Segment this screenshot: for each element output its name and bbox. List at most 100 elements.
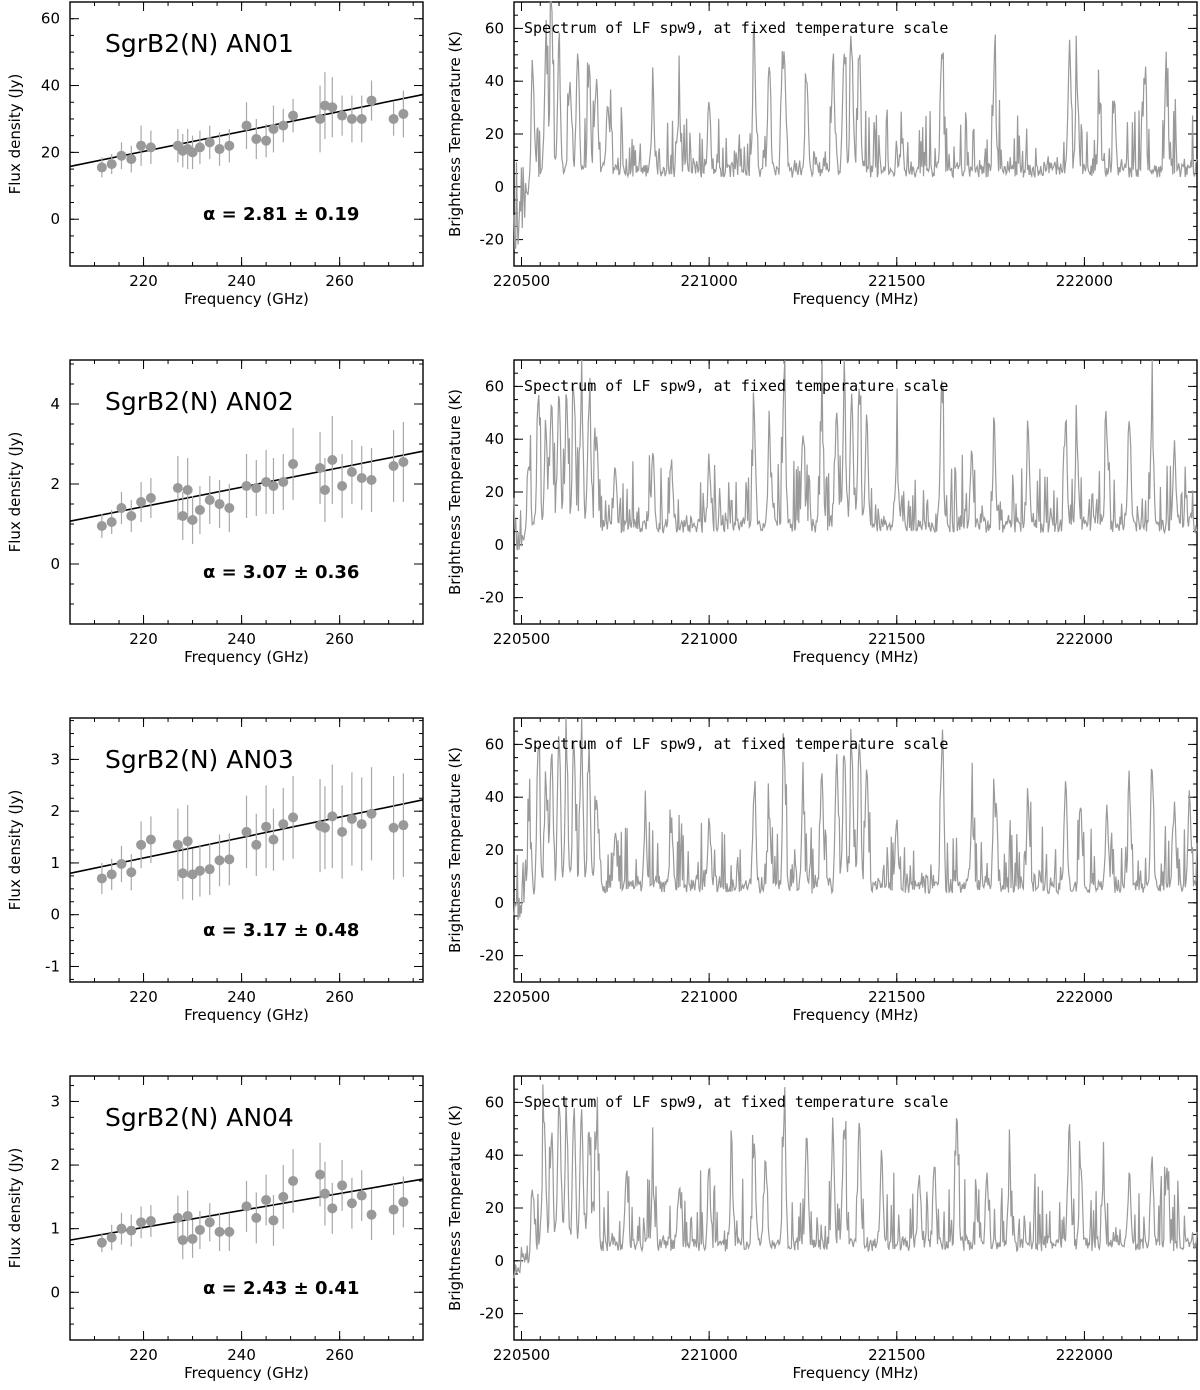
x-axis-label: Frequency (GHz) bbox=[184, 648, 309, 666]
data-point bbox=[356, 819, 367, 830]
data-point bbox=[182, 485, 193, 495]
x-tick-label: 221000 bbox=[681, 272, 738, 290]
sed-panel: 220 240 260 0 1 2 3 Frequency (GHz) Flux density… bbox=[6, 1075, 424, 1382]
y-tick-label: 40 bbox=[41, 77, 60, 95]
data-point bbox=[177, 511, 188, 521]
source-title: SgrB2(N) AN04 bbox=[105, 1103, 294, 1132]
data-point bbox=[278, 477, 289, 487]
data-point bbox=[346, 1198, 357, 1209]
source-title: SgrB2(N) AN01 bbox=[105, 29, 294, 58]
data-point bbox=[366, 95, 377, 106]
spectrum-title: Spectrum of LF spw9, at fixed temperatur… bbox=[524, 377, 948, 395]
data-point bbox=[187, 1233, 198, 1244]
data-point bbox=[214, 855, 225, 866]
y-axis-label: Brightness Temperature (K) bbox=[446, 389, 464, 595]
y-tick-label: 3 bbox=[50, 750, 60, 768]
y-axis-label: Brightness Temperature (K) bbox=[446, 31, 464, 237]
x-tick-label: 220500 bbox=[493, 630, 550, 648]
x-tick-label: 220 bbox=[129, 988, 158, 1006]
x-tick-label: 221500 bbox=[868, 272, 925, 290]
data-point bbox=[116, 858, 127, 869]
data-point bbox=[346, 467, 357, 477]
x-tick-label: 240 bbox=[227, 1346, 256, 1364]
data-point bbox=[337, 481, 348, 491]
data-point bbox=[214, 144, 225, 155]
data-point bbox=[214, 1226, 225, 1237]
y-tick-label: 0 bbox=[50, 1283, 60, 1301]
source-title: SgrB2(N) AN03 bbox=[105, 745, 294, 774]
y-tick-label: 0 bbox=[494, 536, 504, 554]
y-tick-label: 0 bbox=[494, 894, 504, 912]
data-point bbox=[366, 1209, 377, 1220]
data-point bbox=[241, 1201, 252, 1212]
data-point bbox=[356, 113, 367, 124]
y-tick-label: 20 bbox=[485, 841, 504, 859]
spectrum-title: Spectrum of LF spw9, at fixed temperatur… bbox=[524, 735, 948, 753]
spectrum-panel: 220500 221000 221500 222000 -20 0 20 40 60 Freque… bbox=[446, 1075, 1198, 1382]
data-point bbox=[388, 822, 399, 833]
y-tick-label: 2 bbox=[50, 475, 60, 493]
y-tick-label: 20 bbox=[485, 483, 504, 501]
data-point bbox=[172, 1212, 183, 1223]
data-point bbox=[187, 515, 198, 525]
y-axis-label: Flux density (Jy) bbox=[6, 432, 24, 553]
data-point bbox=[194, 505, 205, 515]
data-point bbox=[268, 1215, 279, 1226]
data-point bbox=[398, 457, 409, 467]
data-point bbox=[315, 463, 326, 473]
y-tick-label: -20 bbox=[480, 947, 505, 965]
spectrum-panel: 220500 221000 221500 222000 -20 0 20 40 60 Freque… bbox=[446, 717, 1198, 1024]
data-point bbox=[224, 140, 235, 151]
data-point bbox=[288, 110, 299, 121]
data-point bbox=[182, 1210, 193, 1221]
data-point bbox=[251, 483, 262, 493]
x-tick-label: 221000 bbox=[681, 630, 738, 648]
plot-frame bbox=[513, 1, 1198, 267]
y-tick-label: 0 bbox=[494, 178, 504, 196]
y-tick-label: 4 bbox=[50, 395, 60, 413]
x-tick-label: 220500 bbox=[493, 1346, 550, 1364]
data-point bbox=[261, 477, 272, 487]
y-tick-label: 0 bbox=[494, 1252, 504, 1270]
data-point bbox=[268, 834, 279, 845]
sed-panel: 220 240 260 -1 0 1 2 3 Frequency (GHz) Flux densi… bbox=[6, 717, 424, 1024]
x-tick-label: 220500 bbox=[493, 988, 550, 1006]
y-tick-label: 20 bbox=[485, 125, 504, 143]
data-point bbox=[278, 120, 289, 131]
data-point bbox=[96, 162, 107, 173]
y-tick-label: 1 bbox=[50, 1220, 60, 1238]
plot-frame bbox=[513, 1075, 1198, 1341]
data-point bbox=[388, 461, 399, 471]
y-tick-label: 1 bbox=[50, 854, 60, 872]
data-point bbox=[194, 865, 205, 876]
data-point bbox=[327, 102, 338, 113]
data-point bbox=[261, 821, 272, 832]
y-tick-label: 0 bbox=[50, 555, 60, 573]
data-point bbox=[177, 1235, 188, 1246]
x-axis-label: Frequency (GHz) bbox=[184, 1364, 309, 1382]
x-axis-label: Frequency (MHz) bbox=[792, 1364, 918, 1382]
spectrum-title: Spectrum of LF spw9, at fixed temperatur… bbox=[524, 1093, 948, 1111]
data-point bbox=[356, 1190, 367, 1201]
x-tick-label: 222000 bbox=[1056, 272, 1113, 290]
x-tick-label: 221500 bbox=[868, 1346, 925, 1364]
data-point bbox=[398, 108, 409, 119]
data-point bbox=[261, 1195, 272, 1206]
data-point bbox=[288, 1175, 299, 1186]
data-point bbox=[327, 1203, 338, 1214]
x-tick-label: 221000 bbox=[681, 988, 738, 1006]
data-point bbox=[224, 503, 235, 513]
y-axis-label: Flux density (Jy) bbox=[6, 74, 24, 195]
data-point bbox=[398, 1196, 409, 1207]
y-tick-label: -20 bbox=[480, 231, 505, 249]
y-tick-label: 0 bbox=[50, 906, 60, 924]
y-tick-label: 2 bbox=[50, 1156, 60, 1174]
y-tick-label: 60 bbox=[485, 735, 504, 753]
x-tick-label: 260 bbox=[325, 272, 354, 290]
y-axis-label: Flux density (Jy) bbox=[6, 790, 24, 911]
spectrum-line bbox=[513, 717, 1198, 920]
data-point bbox=[268, 123, 279, 134]
data-point bbox=[278, 1191, 289, 1202]
x-tick-label: 260 bbox=[325, 1346, 354, 1364]
data-point bbox=[388, 113, 399, 124]
